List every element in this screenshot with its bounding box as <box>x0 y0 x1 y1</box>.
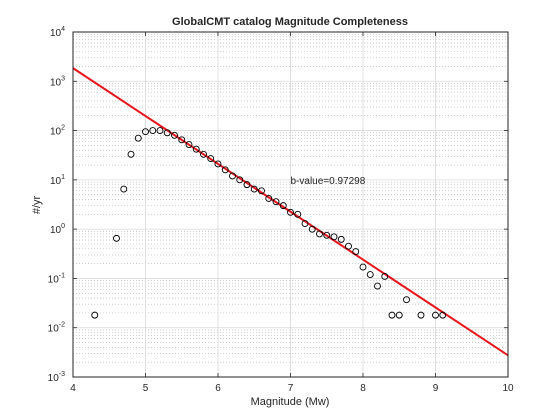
data-point <box>243 181 251 189</box>
y-tick-label: 10-1 <box>48 272 65 285</box>
data-point <box>134 134 142 142</box>
data-point <box>330 233 338 241</box>
b-value-annotation: b-value=0.97298 <box>291 176 366 187</box>
data-point <box>308 225 316 233</box>
data-point <box>395 311 403 319</box>
y-tick-label: 102 <box>50 125 65 138</box>
data-point <box>403 296 410 304</box>
x-tick-label: 4 <box>70 383 76 394</box>
y-tick-label: 100 <box>50 223 65 236</box>
data-point <box>178 136 186 144</box>
y-tick-label: 104 <box>50 26 65 39</box>
x-tick-label: 9 <box>433 383 439 394</box>
data-point <box>156 127 164 135</box>
data-point <box>200 150 207 158</box>
y-tick-label: 10-3 <box>48 371 65 384</box>
data-point <box>171 131 178 139</box>
data-point <box>337 235 345 243</box>
data-point <box>323 231 331 239</box>
x-axis-ticks: 4 5 6 7 8 9 10 <box>70 32 514 394</box>
y-axis-label: #/yr <box>31 195 43 214</box>
data-point <box>287 208 294 216</box>
data-point <box>214 160 222 168</box>
y-tick-label: 103 <box>50 75 65 88</box>
data-point <box>359 263 367 271</box>
data-point <box>272 198 280 206</box>
data-point <box>229 172 236 180</box>
data-point <box>127 150 135 158</box>
data-point <box>120 185 128 193</box>
data-point <box>91 311 99 319</box>
x-tick-label: 6 <box>215 383 221 394</box>
data-point <box>250 185 258 193</box>
data-point <box>265 194 273 202</box>
data-point <box>192 145 200 153</box>
data-point <box>439 311 447 319</box>
x-tick-label: 8 <box>360 383 366 394</box>
x-tick-label: 5 <box>143 383 149 394</box>
data-point <box>301 220 309 227</box>
data-point <box>258 187 265 195</box>
data-point <box>381 272 389 280</box>
data-point <box>207 155 215 163</box>
data-point <box>374 282 381 290</box>
fit-line-layer <box>72 67 509 357</box>
fit-line <box>72 67 509 357</box>
chart-title: GlobalCMT catalog Magnitude Completeness <box>172 16 408 28</box>
data-points <box>91 127 447 319</box>
data-point <box>236 176 244 184</box>
data-point <box>352 248 360 256</box>
data-point <box>366 271 374 278</box>
data-point <box>345 242 352 250</box>
y-tick-label: 10-2 <box>48 322 65 335</box>
data-point <box>163 129 171 137</box>
data-point <box>279 202 287 210</box>
data-point <box>142 128 149 136</box>
data-point <box>149 127 157 135</box>
data-point <box>113 234 120 242</box>
data-point <box>432 311 439 319</box>
data-point <box>417 311 425 319</box>
x-tick-label: 7 <box>288 383 294 394</box>
y-tick-label: 101 <box>50 174 65 187</box>
data-point <box>185 141 193 149</box>
y-axis-ticks: 10-3 10-2 10-1 100 101 102 103 104 <box>48 26 508 384</box>
x-axis-label: Magnitude (Mw) <box>251 396 330 408</box>
x-tick-label: 10 <box>502 383 514 394</box>
data-point <box>316 230 323 238</box>
data-point <box>221 166 229 174</box>
data-point <box>388 311 396 319</box>
data-point <box>294 210 302 218</box>
